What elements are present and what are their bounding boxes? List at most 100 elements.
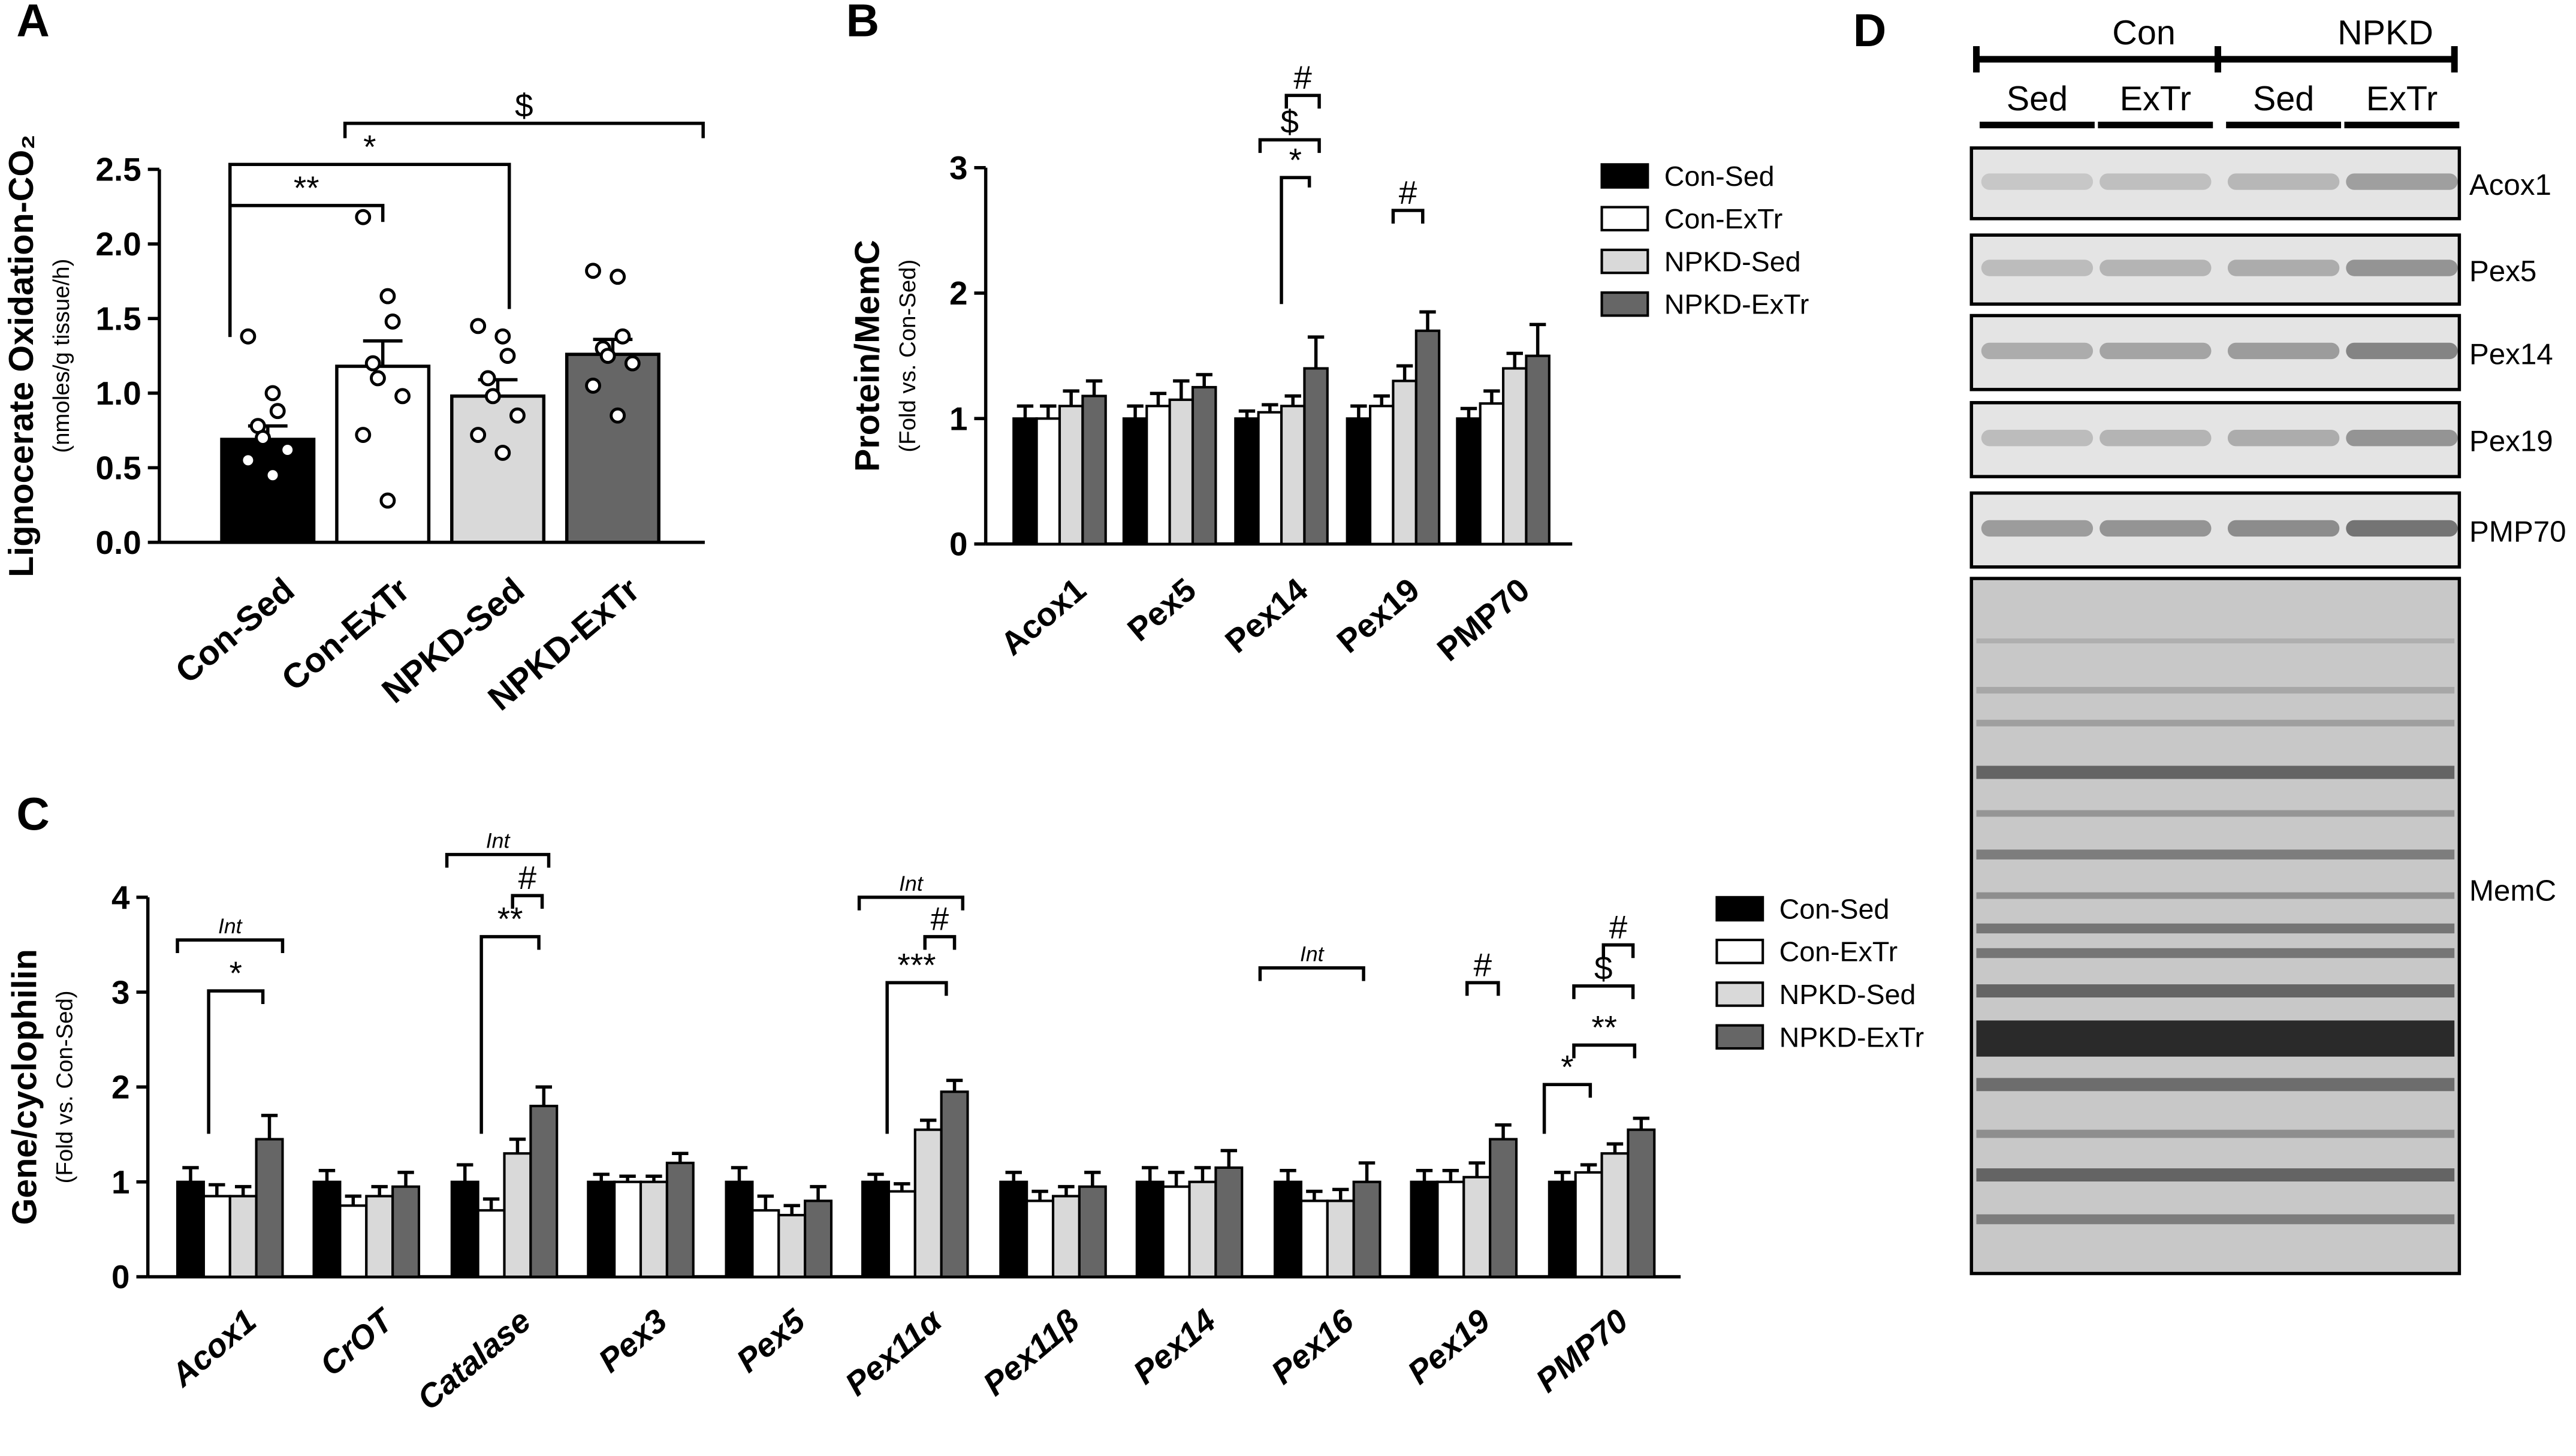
- error-bar: [261, 1114, 278, 1140]
- error-bar: [234, 1184, 252, 1196]
- x-tick-label: Pex14: [1126, 1302, 1223, 1391]
- legend-swatch: [1600, 291, 1649, 317]
- data-point: [494, 444, 511, 461]
- bar: [1392, 379, 1417, 545]
- significance-label: *: [363, 128, 376, 165]
- significance-label: #: [931, 900, 949, 937]
- error-bar: [1373, 394, 1390, 406]
- legend-swatch: [1715, 1024, 1764, 1050]
- bar: [587, 1180, 616, 1279]
- bar: [1135, 1180, 1165, 1279]
- significance-bracket: [1258, 138, 1321, 153]
- significance-bracket: [1601, 943, 1635, 958]
- significance-label: #: [1474, 946, 1492, 983]
- data-point: [240, 452, 257, 469]
- legend-label: Con-Sed: [1779, 893, 1890, 924]
- error-bar: [1442, 1168, 1459, 1182]
- significance-bracket: [479, 935, 541, 1134]
- blot-band: [2346, 173, 2458, 190]
- bar: [1326, 1199, 1355, 1279]
- error-bar: [1194, 1166, 1211, 1182]
- legend-swatch: [1600, 206, 1649, 232]
- significance-label: *: [230, 954, 242, 991]
- error-bar: [1419, 310, 1436, 331]
- error-bar: [1142, 1166, 1159, 1182]
- blot-band: [1976, 1078, 2455, 1092]
- error-bar: [1084, 1171, 1101, 1187]
- x-tick-label: Pex5: [1120, 571, 1203, 649]
- significance-label: $: [515, 87, 533, 124]
- legend-swatch: [1715, 896, 1764, 922]
- error-bar: [810, 1184, 827, 1201]
- error-bar: [593, 1172, 610, 1182]
- data-point: [379, 288, 396, 305]
- error-bar: [535, 1085, 552, 1107]
- bar: [887, 1190, 916, 1279]
- error-bar: [182, 1166, 199, 1182]
- legend-label: NPKD-Sed: [1779, 979, 1916, 1010]
- significance-bracket: [1258, 966, 1365, 981]
- significance-bracket: [1391, 209, 1425, 224]
- y-tick-label: 1: [949, 400, 967, 437]
- bar: [1574, 1171, 1603, 1279]
- y-tick-label: 2.5: [96, 151, 141, 188]
- data-point: [624, 355, 641, 372]
- y-axis-label: Gene/cyclophilin: [5, 949, 44, 1225]
- panel-label: B: [846, 0, 879, 47]
- group-bracket: [1973, 46, 2458, 73]
- significance-label: #: [1609, 908, 1628, 945]
- data-point: [264, 385, 281, 402]
- blot-box: [1969, 401, 2462, 478]
- legend-label: Con-ExTr: [1779, 936, 1898, 967]
- x-tick-label: Acox1: [163, 1302, 263, 1395]
- error-bar: [1284, 394, 1301, 406]
- bar: [1025, 1199, 1055, 1279]
- significance-bracket: [1572, 1043, 1637, 1059]
- y-tick-label: 2: [111, 1069, 129, 1106]
- bar: [1081, 394, 1107, 545]
- bar: [1078, 1185, 1107, 1279]
- blot-band: [1976, 984, 2455, 998]
- significance-bracket: [207, 989, 265, 1134]
- bar: [1035, 417, 1061, 545]
- error-bar: [345, 1194, 362, 1206]
- x-tick-label: Pex19: [1330, 571, 1426, 660]
- error-bar: [1554, 1171, 1571, 1182]
- bar: [913, 1128, 943, 1279]
- error-bar: [1358, 1161, 1376, 1182]
- error-bar: [1150, 391, 1167, 406]
- bar: [450, 1180, 479, 1279]
- bar: [1352, 1180, 1381, 1279]
- legend-label: Con-Sed: [1664, 161, 1775, 192]
- blot-band: [2346, 342, 2458, 360]
- data-point: [384, 313, 401, 330]
- bar: [1188, 1180, 1217, 1279]
- data-point: [599, 348, 616, 364]
- bar: [1414, 329, 1441, 545]
- significance-label: *: [1289, 141, 1302, 178]
- y-axis-label: Lignocerate Oxidation-CO₂: [2, 134, 41, 577]
- bar: [503, 1152, 532, 1279]
- error-bar: [1220, 1148, 1238, 1168]
- error-bar: [645, 1174, 662, 1182]
- blot-band: [2227, 260, 2340, 276]
- bar: [1162, 1185, 1191, 1279]
- data-point: [585, 377, 601, 394]
- significance-bracket: [228, 204, 385, 337]
- bar: [1368, 405, 1395, 545]
- legend-swatch: [1715, 939, 1764, 964]
- blot-band: [1981, 520, 2094, 537]
- legend-swatch: [1600, 248, 1649, 275]
- error-bar: [1005, 1171, 1022, 1182]
- x-tick-label: Catalase: [410, 1302, 538, 1417]
- data-point: [499, 348, 516, 364]
- error-bar: [457, 1163, 473, 1182]
- data-point: [379, 492, 396, 509]
- error-bar: [397, 1171, 414, 1187]
- significance-bracket: [1280, 176, 1311, 305]
- error-bar: [1063, 389, 1079, 406]
- band-label: Pex5: [2469, 255, 2536, 288]
- bar: [725, 1180, 754, 1279]
- bar: [1012, 417, 1038, 545]
- legend-label: Con-ExTr: [1664, 203, 1783, 234]
